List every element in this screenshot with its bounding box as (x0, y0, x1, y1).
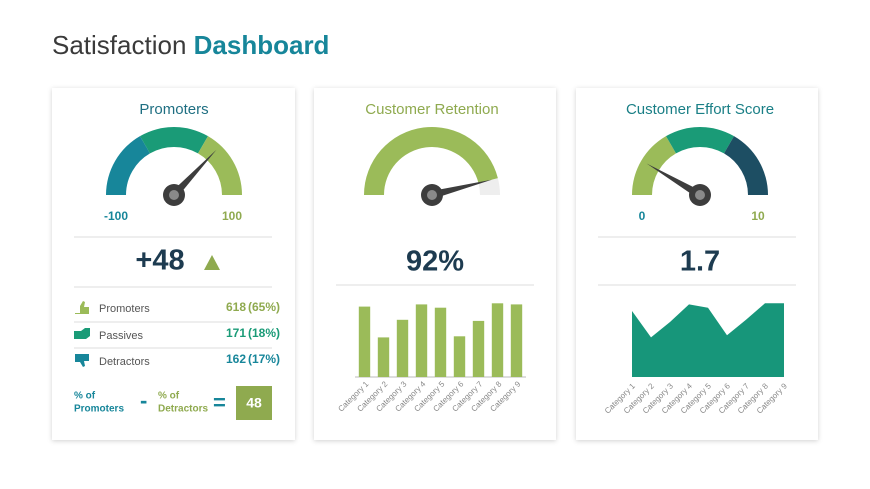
gauge-band (106, 136, 150, 195)
bar (434, 307, 447, 377)
row-label: Promoters (99, 303, 150, 315)
bar (415, 304, 428, 377)
chart-title: Promoters (139, 101, 208, 118)
gauge-hub-inner (427, 190, 437, 200)
gauge-tick-label: 100 (222, 209, 242, 223)
chart-title: Customer Retention (365, 101, 498, 118)
row-share: (65%) (248, 300, 280, 314)
title-plain: Satisfaction (52, 30, 186, 60)
formula-left: % of (74, 391, 96, 402)
row-label: Detractors (99, 356, 150, 368)
page-title: Satisfaction Dashboard (52, 30, 329, 60)
formula-left: Promoters (74, 404, 124, 415)
gauge-needle (171, 149, 217, 198)
row-count: 171 (226, 326, 246, 340)
bar (453, 336, 466, 377)
gauge-tick-label: 0 (639, 209, 646, 223)
formula-right: Detractors (158, 404, 208, 415)
gauge-band (724, 136, 768, 195)
formula: % of Promoters - % of Detractors = 48 (74, 386, 272, 420)
kpi-value: 92% (406, 246, 464, 278)
hand-icon (74, 328, 90, 339)
bar (472, 320, 485, 377)
gauge-band (198, 136, 242, 195)
bar (510, 304, 523, 377)
gauge-band (140, 127, 208, 154)
row-share: (17%) (248, 352, 280, 366)
bar (491, 303, 504, 377)
thumb-up-icon (75, 301, 89, 314)
gauge-tick-label: 10 (751, 209, 765, 223)
breakdown: Promoters 618 (65%) Passives 171 (18%) D… (74, 300, 280, 368)
area (632, 303, 784, 377)
chart-title: Customer Effort Score (626, 101, 774, 118)
row-label: Passives (99, 330, 144, 342)
bar (377, 337, 390, 377)
gauge-needle (646, 163, 703, 199)
gauge-needle (431, 179, 493, 199)
formula-equals: = (213, 390, 226, 415)
thumb-down-icon (75, 354, 89, 367)
up-arrow (204, 255, 220, 270)
row-count: 618 (226, 300, 246, 314)
gauge-tick-label: -100 (104, 209, 128, 223)
gauge-hub-inner (695, 190, 705, 200)
gauge-hub-inner (169, 190, 179, 200)
kpi-value: 1.7 (680, 246, 720, 278)
bar (358, 306, 371, 377)
row-count: 162 (226, 352, 246, 366)
formula-right: % of (158, 391, 180, 402)
gauge-fill (364, 126, 498, 195)
formula-minus: - (140, 388, 147, 413)
bar (396, 319, 409, 377)
gauge-band (666, 127, 734, 154)
gauge-track (478, 178, 500, 195)
result-box (236, 386, 272, 420)
kpi-value: +48 (135, 245, 184, 277)
row-share: (18%) (248, 326, 280, 340)
title-bold: Dashboard (194, 30, 330, 60)
gauge-band (632, 136, 676, 195)
formula-result: 48 (246, 395, 262, 411)
